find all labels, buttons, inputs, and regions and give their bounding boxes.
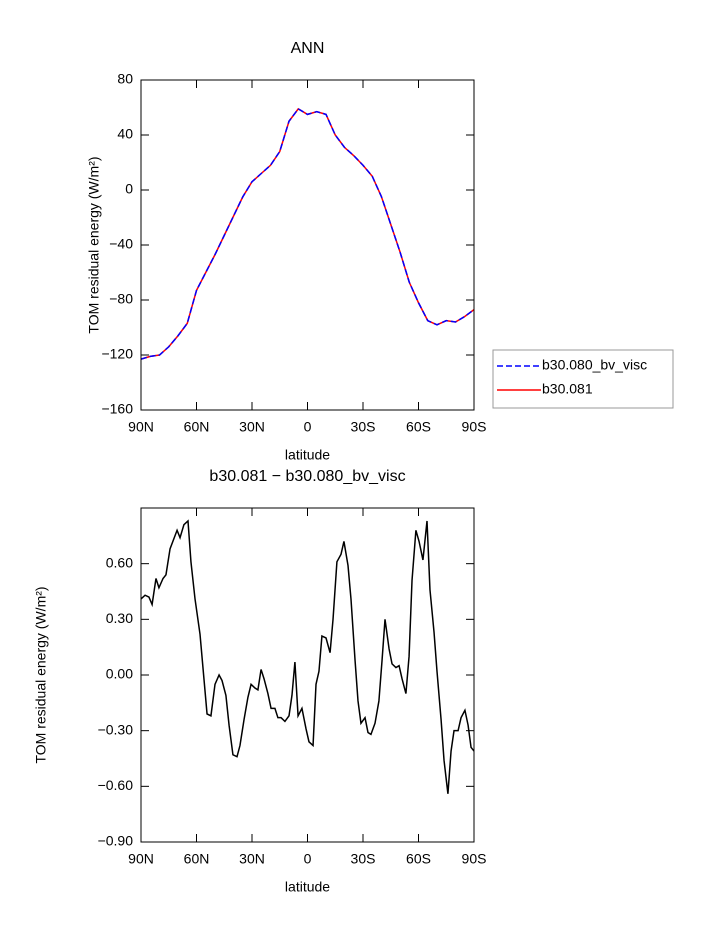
x-tick-label: 30N (239, 419, 265, 435)
x-tick-label: 30N (239, 851, 265, 867)
x-tick-label: 90N (128, 419, 154, 435)
y-tick-label: 0.60 (106, 554, 133, 570)
y-tick-label: 40 (117, 126, 133, 142)
y-tick-label: −120 (101, 346, 133, 362)
y-tick-label: 80 (117, 71, 133, 87)
y-tick-label: −0.30 (98, 721, 134, 737)
plot-frame (140, 507, 475, 843)
x-tick-label: 60S (406, 851, 431, 867)
data-line (140, 107, 475, 360)
y-tick-label: 0 (125, 181, 133, 197)
x-tick-label: 0 (304, 851, 312, 867)
y-tick-label: −0.90 (98, 833, 134, 849)
chart-title: ANN (291, 40, 325, 57)
x-axis-label: latitude (285, 447, 330, 463)
x-tick-label: 60N (184, 851, 210, 867)
chart-title: b30.081 − b30.080_bv_visc (209, 468, 405, 485)
data-line (140, 519, 475, 794)
x-tick-label: 90N (128, 851, 154, 867)
x-axis-label: latitude (285, 879, 330, 895)
x-tick-label: 0 (304, 419, 312, 435)
y-tick-label: −40 (109, 236, 133, 252)
legend-label: b30.080_bv_visc (542, 357, 647, 373)
y-tick-label: −160 (101, 401, 133, 417)
x-tick-label: 90S (462, 851, 487, 867)
data-line (140, 107, 475, 360)
y-tick-label: 0.30 (106, 610, 133, 626)
y-tick-label: 0.00 (106, 666, 133, 682)
x-tick-label: 60S (406, 419, 431, 435)
x-tick-label: 90S (462, 419, 487, 435)
plot-frame (140, 79, 475, 411)
y-axis-label: TOM residual energy (W/m²) (86, 156, 102, 333)
x-tick-label: 30S (351, 851, 376, 867)
y-tick-label: −80 (109, 291, 133, 307)
x-tick-label: 30S (351, 419, 376, 435)
y-axis-label: TOM residual energy (W/m²) (33, 586, 49, 763)
legend-box (492, 349, 674, 409)
x-tick-label: 60N (184, 419, 210, 435)
y-tick-label: −0.60 (98, 777, 134, 793)
legend-label: b30.081 (542, 381, 593, 397)
